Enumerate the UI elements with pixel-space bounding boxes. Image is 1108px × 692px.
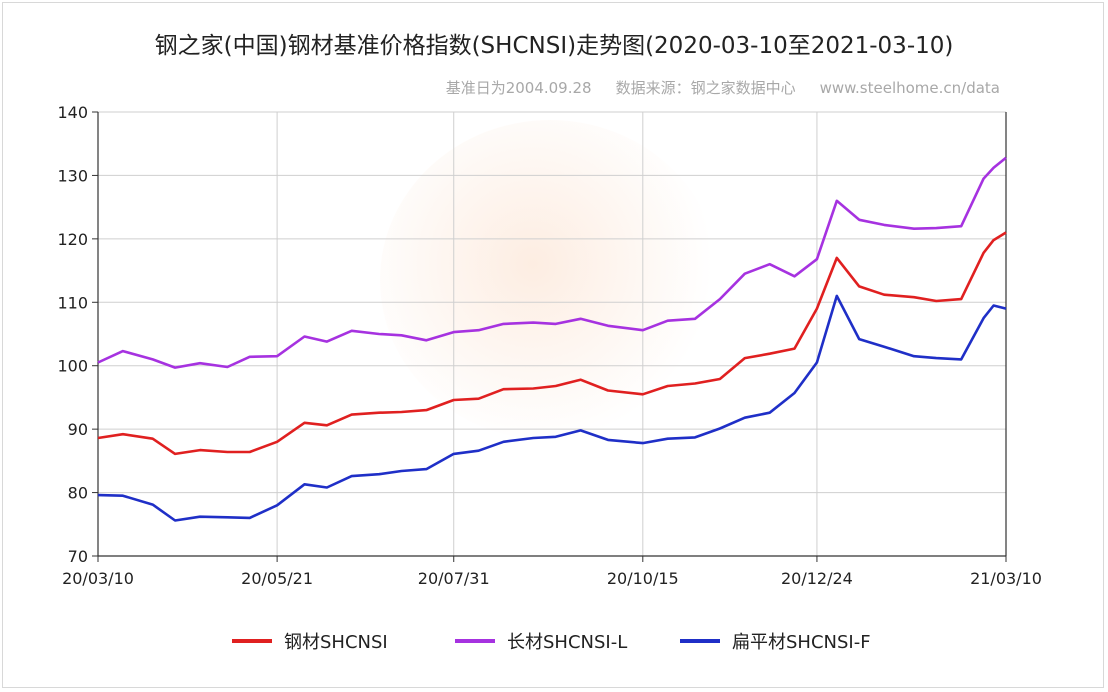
legend-label-flat: 扁平材SHCNSI-F bbox=[732, 632, 871, 653]
y-tick-label: 110 bbox=[57, 293, 88, 312]
x-tick-label: 20/03/10 bbox=[62, 569, 134, 588]
x-tick-label: 20/10/15 bbox=[607, 569, 679, 588]
y-tick-label: 130 bbox=[57, 166, 88, 185]
axes: 70 80 90 100 110 120 130 140 20/03/10 20/05/21 20/… bbox=[57, 103, 1041, 588]
gridlines bbox=[98, 111, 1006, 556]
legend-swatch-long bbox=[455, 639, 495, 643]
y-tick-label: 100 bbox=[57, 357, 88, 376]
x-tick-label: 20/12/24 bbox=[781, 569, 853, 588]
legend: 钢材SHCNSI 长材SHCNSI-L 扁平材SHCNSI-F bbox=[0, 626, 1108, 656]
chart-subtitle: 基准日为2004.09.28 数据来源：钢之家数据中心 www.steelhome.… bbox=[0, 77, 1000, 98]
subtitle-url: www.steelhome.cn/data bbox=[819, 79, 1000, 97]
series-line-long bbox=[97, 156, 1007, 369]
y-tick-label: 140 bbox=[57, 103, 88, 122]
y-tick-label: 120 bbox=[57, 230, 88, 249]
series-lines bbox=[97, 156, 1007, 522]
legend-label-steel: 钢材SHCNSI bbox=[284, 632, 388, 653]
x-tick-label: 21/03/10 bbox=[970, 569, 1042, 588]
legend-item-steel: 钢材SHCNSI bbox=[232, 626, 388, 656]
legend-item-flat: 扁平材SHCNSI-F bbox=[680, 626, 871, 656]
subtitle-base-date: 基准日为2004.09.28 bbox=[445, 79, 592, 97]
chart-title: 钢之家(中国)钢材基准价格指数(SHCNSI)走势图(2020-03-10至20… bbox=[154, 33, 954, 59]
series-line-steel bbox=[97, 231, 1007, 456]
legend-item-long: 长材SHCNSI-L bbox=[455, 626, 627, 656]
x-tick-label: 20/07/31 bbox=[418, 569, 490, 588]
y-tick-label: 70 bbox=[68, 547, 88, 566]
legend-label-long: 长材SHCNSI-L bbox=[507, 632, 628, 653]
subtitle-source: 数据来源：钢之家数据中心 bbox=[615, 79, 796, 97]
y-tick-label: 80 bbox=[68, 484, 88, 503]
y-tick-label: 90 bbox=[68, 420, 88, 439]
x-tick-label: 20/05/21 bbox=[241, 569, 313, 588]
legend-swatch-steel bbox=[232, 639, 272, 643]
series-line-flat bbox=[97, 294, 1007, 522]
legend-swatch-flat bbox=[680, 639, 720, 643]
